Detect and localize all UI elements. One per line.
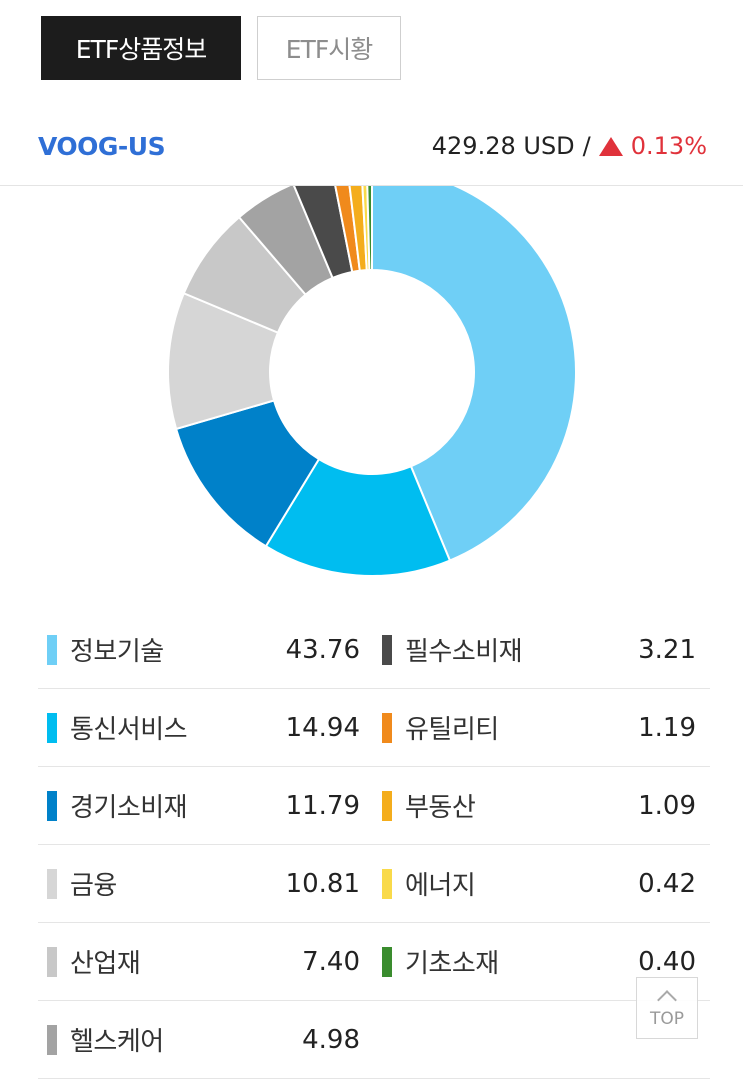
scroll-to-top-label: TOP (649, 1009, 685, 1029)
legend-label: 산업재 (70, 949, 141, 979)
legend-swatch (47, 634, 57, 665)
tab-etf-product-info[interactable]: ETF상품정보 (41, 16, 241, 80)
legend-item: 헬스케어 4.98 (38, 1001, 374, 1078)
donut-slice-11 (366, 186, 373, 272)
legend-swatch (382, 712, 392, 743)
legend-value: 0.42 (638, 868, 696, 899)
price-change: 0.13% (598, 132, 707, 160)
legend-value: 43.76 (285, 634, 360, 665)
legend-label: 기초소재 (405, 949, 499, 979)
legend-value: 3.21 (638, 634, 696, 665)
legend-row: 통신서비스 14.94 유틸리티 1.19 (38, 689, 710, 767)
donut-slice-1 (371, 186, 577, 562)
legend-swatch (47, 946, 57, 977)
ticker-symbol: VOOG-US (38, 131, 166, 161)
legend-swatch (47, 868, 57, 899)
price-info: 429.28 USD / 0.13% (432, 132, 707, 160)
price-change-percent: 0.13% (630, 132, 707, 160)
scroll-to-top-button[interactable]: TOP (636, 977, 698, 1039)
legend-label: 에너지 (405, 871, 476, 901)
legend-item: 유틸리티 1.19 (374, 689, 710, 766)
legend-item: 에너지 0.42 (374, 845, 710, 922)
legend-swatch (382, 868, 392, 899)
legend-row: 금융 10.81 에너지 0.42 (38, 845, 710, 923)
legend-label: 금융 (70, 871, 117, 901)
price-separator: / (582, 132, 591, 160)
legend-label: 유틸리티 (405, 715, 499, 745)
legend-row: 산업재 7.40 기초소재 0.40 (38, 923, 710, 1001)
legend-row: 정보기술 43.76 필수소비재 3.21 (38, 611, 710, 689)
legend-label: 경기소비재 (70, 793, 188, 823)
legend-value: 0.40 (638, 946, 696, 977)
legend-label: 통신서비스 (70, 715, 188, 745)
legend-swatch (47, 712, 57, 743)
legend-swatch (382, 946, 392, 977)
legend-label: 정보기술 (70, 637, 164, 667)
chevron-up-icon (657, 990, 677, 1010)
legend-value: 11.79 (285, 790, 360, 821)
tab-bar: ETF상품정보 ETF시황 (41, 16, 401, 82)
legend-value: 4.98 (302, 1024, 360, 1055)
legend-item: 정보기술 43.76 (38, 611, 374, 688)
sector-donut-chart (167, 186, 577, 577)
legend-swatch (382, 634, 392, 665)
donut-slice-6 (237, 186, 334, 297)
legend-item: 통신서비스 14.94 (38, 689, 374, 766)
legend-value: 10.81 (285, 868, 360, 899)
legend-item: 경기소비재 11.79 (38, 767, 374, 844)
legend-row: 헬스케어 4.98 (38, 1001, 710, 1079)
legend-label: 부동산 (405, 793, 476, 823)
donut-slice-2 (264, 457, 452, 577)
legend-row: 경기소비재 11.79 부동산 1.09 (38, 767, 710, 845)
triangle-up-icon (598, 136, 623, 156)
legend-label: 헬스케어 (70, 1027, 164, 1057)
quote-header: VOOG-US 429.28 USD / 0.13% (38, 124, 707, 168)
legend-value: 1.09 (638, 790, 696, 821)
legend-item: 기초소재 0.40 (374, 923, 710, 1000)
legend-item: 금융 10.81 (38, 845, 374, 922)
legend-value: 7.40 (302, 946, 360, 977)
sector-legend: 정보기술 43.76 필수소비재 3.21 통신서비스 14.94 유틸리티 1.19 경기소비… (38, 611, 710, 1079)
legend-item: 부동산 1.09 (374, 767, 710, 844)
tab-etf-market[interactable]: ETF시황 (257, 16, 401, 80)
legend-value: 14.94 (285, 712, 360, 743)
legend-item: 필수소비재 3.21 (374, 611, 710, 688)
legend-label: 필수소비재 (405, 637, 523, 667)
price-value: 429.28 USD (431, 132, 575, 160)
legend-item: 산업재 7.40 (38, 923, 374, 1000)
legend-value: 1.19 (638, 712, 696, 743)
legend-swatch (382, 790, 392, 821)
legend-swatch (47, 790, 57, 821)
legend-swatch (47, 1024, 57, 1055)
